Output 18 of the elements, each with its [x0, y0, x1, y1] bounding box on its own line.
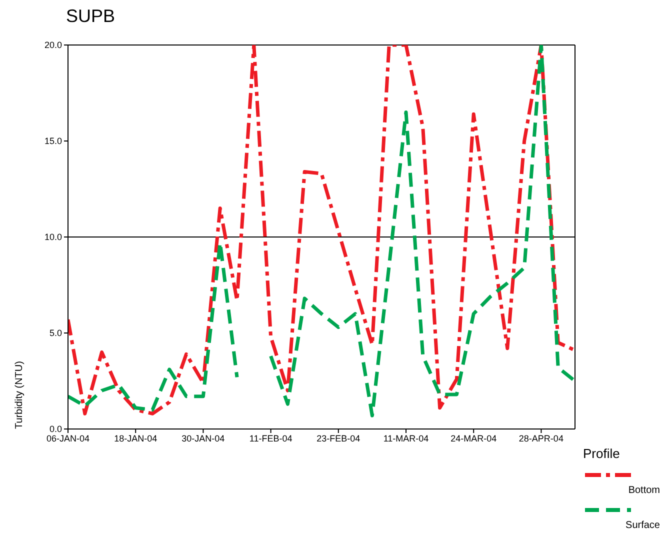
y-axis-title: Turbidity (NTU) [14, 361, 25, 429]
x-tick-label: 30-JAN-04 [182, 433, 225, 444]
x-tick-label: 11-FEB-04 [249, 433, 292, 444]
x-tick-label: 06-JAN-04 [46, 433, 90, 444]
y-tick-label: 15.0 [44, 136, 62, 146]
y-tick-label: 20.0 [44, 40, 62, 50]
y-tick-label: 0.0 [49, 424, 62, 434]
text: Bottom [627, 485, 661, 496]
x-tick-label: 18-JAN-04 [114, 433, 158, 444]
text: Surface [624, 520, 661, 531]
y-tick-label: 10.0 [44, 232, 62, 242]
x-tick-label: 28-APR-04 [518, 433, 564, 444]
chart-title: SUPB [66, 6, 116, 27]
x-tick-label: 23-FEB-04 [316, 433, 360, 444]
x-tick-label: 11-MAR-04 [383, 433, 429, 444]
legend-title: Profile [583, 446, 621, 461]
y-tick-label: 5.0 [49, 328, 62, 338]
x-tick-label: 24-MAR-04 [450, 433, 497, 444]
